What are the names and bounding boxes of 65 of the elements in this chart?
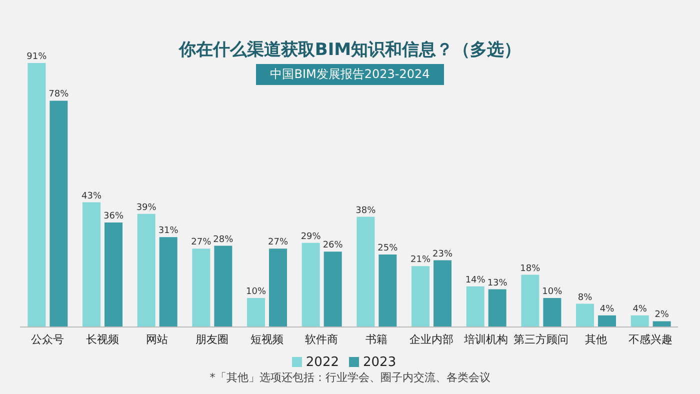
data-label: 91%	[26, 52, 48, 62]
data-label: 18%	[520, 264, 541, 274]
bar	[434, 260, 452, 327]
bar	[137, 214, 156, 327]
data-label: 39%	[136, 202, 157, 213]
x-tick-label: 短视频	[250, 332, 284, 346]
data-label: 38%	[356, 206, 376, 216]
bar	[466, 286, 484, 327]
data-label: 29%	[300, 232, 322, 242]
data-label: 21%	[410, 255, 431, 266]
data-label: 4%	[600, 304, 615, 314]
bar	[247, 298, 266, 327]
bar	[324, 252, 342, 327]
data-label: 36%	[104, 212, 124, 222]
x-tick-label: 其他	[584, 332, 607, 346]
x-tick-label: 软件商	[305, 332, 338, 346]
bar	[521, 274, 540, 327]
bar	[28, 63, 46, 327]
data-label: 8%	[578, 292, 593, 303]
x-tick-label: 企业内部	[409, 332, 454, 346]
bar	[356, 216, 375, 327]
text: *「其他」选项还包括：行业学会、圈子内交流、各类会议	[208, 370, 492, 385]
bar	[192, 248, 210, 327]
bar	[378, 254, 397, 327]
data-label: 26%	[322, 240, 344, 251]
bar	[159, 237, 178, 327]
data-label: 14%	[465, 275, 486, 286]
data-label: 28%	[213, 234, 234, 245]
bar	[214, 246, 232, 327]
x-tick-label: 第三方顾问	[513, 332, 568, 346]
data-label: 25%	[378, 243, 398, 254]
data-label: 27%	[191, 238, 212, 248]
x-tick-label: 公众号	[30, 332, 64, 346]
data-label: 4%	[632, 304, 648, 314]
data-label: 10%	[542, 286, 563, 297]
bar	[576, 304, 594, 327]
legend-label: 2023	[363, 355, 396, 370]
legend-label: 2022	[306, 355, 339, 370]
data-label: 23%	[432, 249, 453, 260]
bar	[543, 298, 562, 327]
bar	[630, 315, 649, 327]
bar	[652, 321, 671, 327]
data-label: 2%	[654, 310, 670, 320]
chart-subtitle: 中国BIM发展报告2023-2024	[256, 64, 444, 85]
data-label: 27%	[268, 238, 288, 248]
x-tick-label: 网站	[146, 332, 168, 346]
bar	[488, 289, 506, 327]
data-label: 13%	[487, 278, 508, 288]
x-tick-label: 不感兴趣	[628, 332, 673, 346]
bar	[269, 248, 288, 327]
bar	[598, 315, 616, 327]
data-label: 10%	[246, 286, 266, 297]
x-tick-label: 长视频	[86, 332, 119, 346]
data-label: 43%	[82, 191, 102, 202]
bar	[104, 222, 123, 327]
x-tick-label: 朋友圈	[195, 332, 228, 346]
x-tick-label: 培训机构	[463, 332, 508, 346]
data-label: 78%	[48, 90, 70, 100]
chart-title: 你在什么渠道获取BIM知识和信息？（多选）	[178, 40, 522, 60]
bar	[412, 266, 430, 327]
bar	[50, 100, 68, 327]
bar	[82, 202, 101, 327]
bar	[302, 242, 320, 327]
x-tick-label: 书籍	[365, 332, 388, 346]
data-label: 31%	[158, 226, 179, 236]
